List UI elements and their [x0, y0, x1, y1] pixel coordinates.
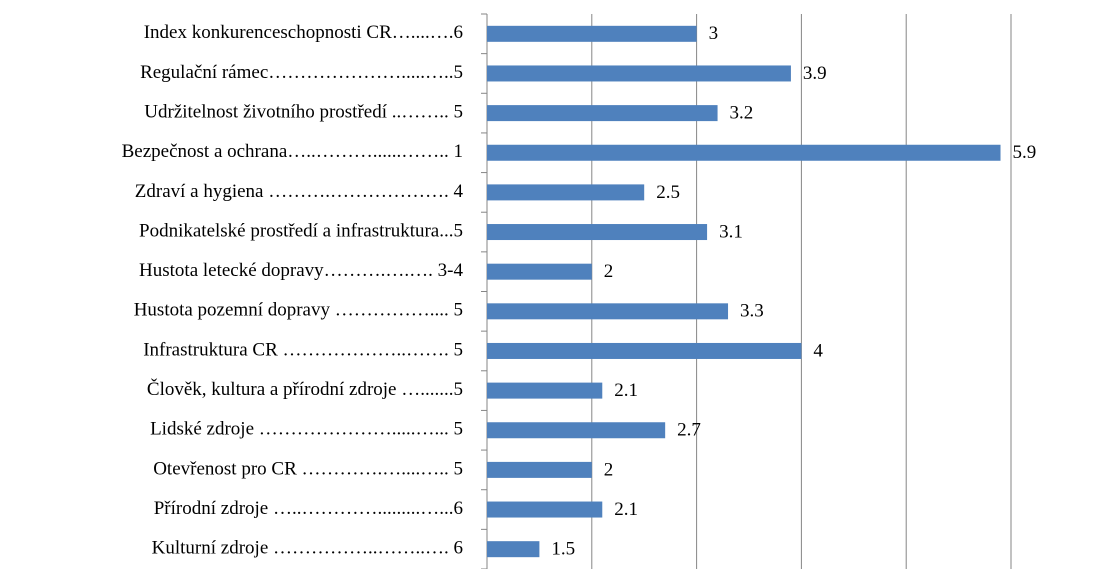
value-label: 2 — [604, 459, 614, 480]
value-label: 2.1 — [614, 499, 638, 520]
bar — [487, 461, 592, 478]
bar — [487, 342, 802, 359]
bar — [487, 263, 592, 280]
bar — [487, 184, 645, 201]
y-tick-label: Člověk, kultura a přírodní zdroje ….....… — [147, 378, 463, 400]
value-label: 3.2 — [730, 102, 754, 123]
value-label: 2.5 — [656, 182, 680, 203]
value-label: 3.1 — [719, 221, 743, 242]
y-tick-label: Hustota pozemní dopravy …………….... 5 — [134, 300, 463, 321]
value-label: 3.9 — [803, 63, 827, 84]
bar — [487, 422, 666, 439]
value-label: 3 — [709, 23, 719, 44]
value-label: 5.9 — [1013, 142, 1037, 163]
value-label: 3.3 — [740, 301, 764, 322]
y-tick-label: Podnikatelské prostředí a infrastruktura… — [139, 220, 463, 241]
bar — [487, 25, 697, 42]
y-tick-label: Hustota letecké dopravy……….….…. 3-4 — [139, 260, 463, 281]
y-tick-label: Otevřenost pro CR ………….…....….. 5 — [153, 458, 463, 479]
value-label: 1.5 — [551, 539, 575, 560]
bar — [487, 105, 718, 122]
bar — [487, 224, 708, 241]
value-label: 2.1 — [614, 380, 638, 401]
y-tick-label: Infrastruktura CR ………………..……. 5 — [143, 339, 463, 360]
value-label: 2.7 — [677, 420, 701, 441]
bar — [487, 144, 1001, 161]
y-tick-label: Regulační rámec………………….....…..5 — [140, 62, 463, 83]
y-tick-label: Index konkurenceschopnosti CR…....….6 — [144, 22, 463, 43]
y-tick-label: Zdraví a hygiena ……….………………. 4 — [135, 181, 464, 202]
y-tick-label: Přírodní zdroje …..………….........…...6 — [154, 498, 463, 519]
bar — [487, 382, 603, 399]
bar — [487, 541, 540, 558]
bar — [487, 303, 729, 320]
y-tick-label: Bezpečnost a ochrana…..………......…….. 1 — [122, 141, 463, 162]
bar — [487, 501, 603, 518]
value-label: 4 — [813, 340, 823, 361]
y-tick-label: Lidské zdroje ………………….....…... 5 — [150, 419, 463, 440]
bar — [487, 65, 791, 82]
y-tick-label: Udržitelnost životního prostředí ..…….. … — [144, 101, 463, 122]
value-label: 2 — [604, 261, 614, 282]
y-tick-label: Kulturní zdroje ……………..……..…. 6 — [152, 538, 463, 559]
